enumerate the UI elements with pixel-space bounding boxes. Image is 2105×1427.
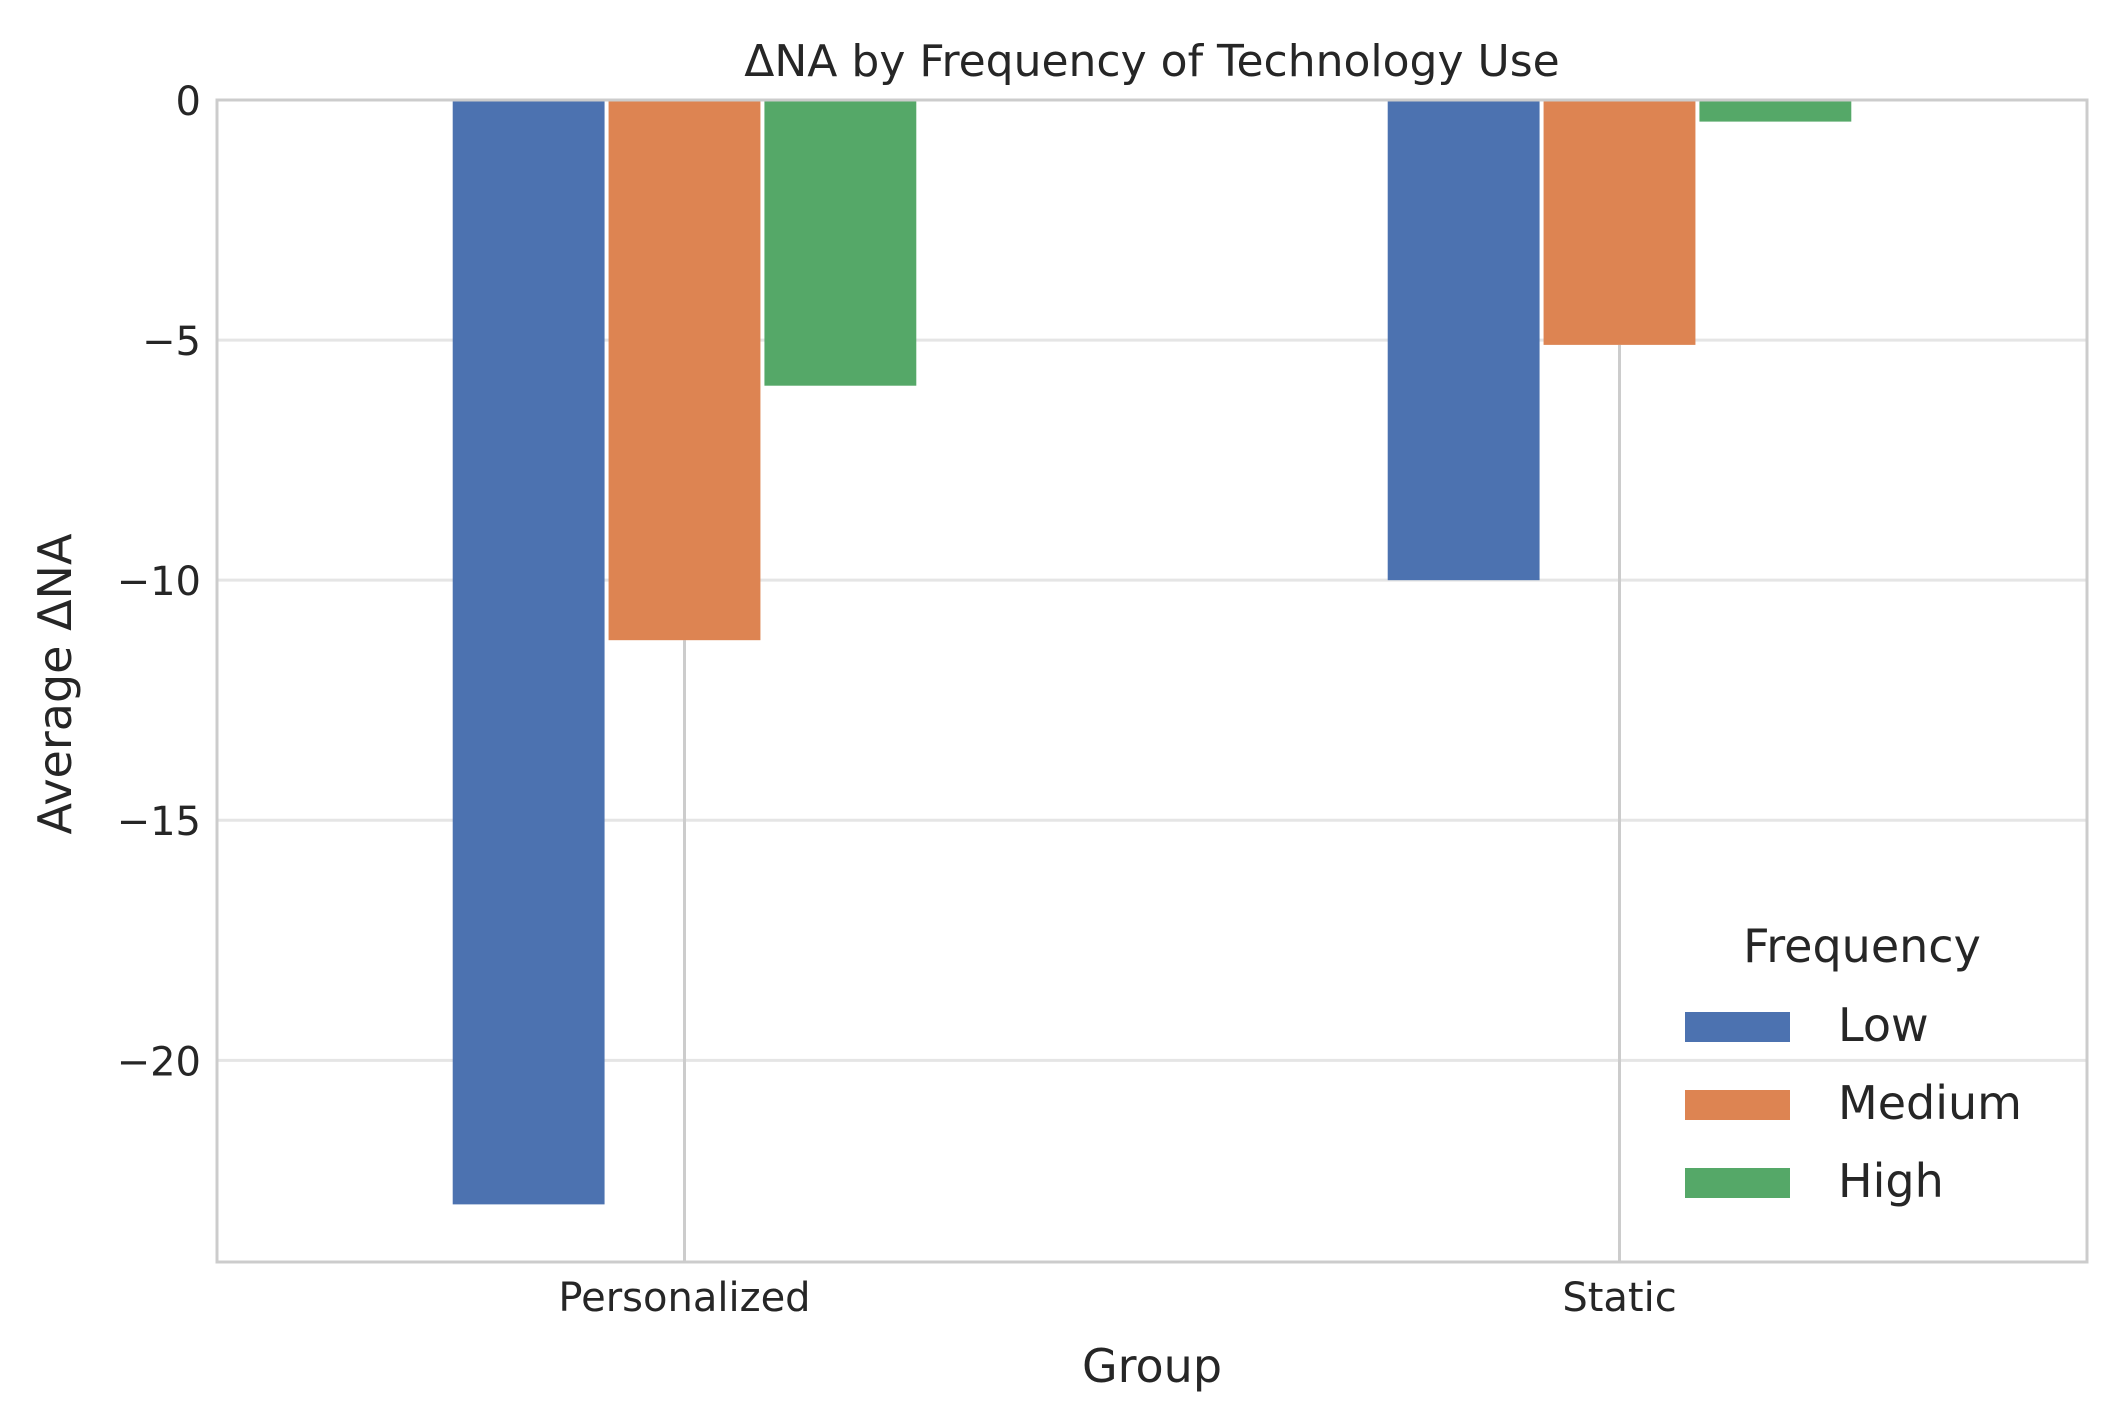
legend-label: High [1838,1154,1944,1208]
y-tick-label: 0 [176,79,201,125]
x-tick-label: Personalized [558,1275,810,1321]
y-tick-label: −20 [117,1039,201,1085]
legend-label: Low [1838,998,1929,1052]
legend-swatch-high [1685,1168,1790,1198]
legend-title: Frequency [1743,919,1981,973]
chart-title: ΔNA by Frequency of Technology Use [744,36,1559,87]
legend-swatch-medium [1685,1090,1790,1120]
x-tick-labels: Personalized Static [558,1275,1676,1321]
legend-items: Low Medium High [1685,998,2022,1208]
bar-high-personalized [764,100,917,386]
y-tick-label: −15 [117,799,201,845]
bar-low-personalized [452,100,605,1205]
legend-label: Medium [1838,1076,2022,1130]
bar-high-static [1699,100,1852,122]
bar-medium-personalized [608,100,761,641]
plot-frame [215,98,2089,1264]
y-tick-labels: 0 −5 −10 −15 −20 [117,79,201,1085]
bar-medium-static [1543,100,1696,345]
y-axis-label: Average ΔNA [28,533,82,834]
legend-swatch-low [1685,1012,1790,1042]
bar-low-static [1387,100,1540,581]
x-tick-label: Static [1562,1275,1676,1321]
y-tick-label: −10 [117,559,201,605]
error-bars [683,344,1621,1262]
y-tick-label: −5 [142,319,201,365]
legend: Frequency Low Medium High [1685,919,2022,1208]
bars [452,100,1852,1205]
x-axis-label: Group [1082,1339,1222,1393]
